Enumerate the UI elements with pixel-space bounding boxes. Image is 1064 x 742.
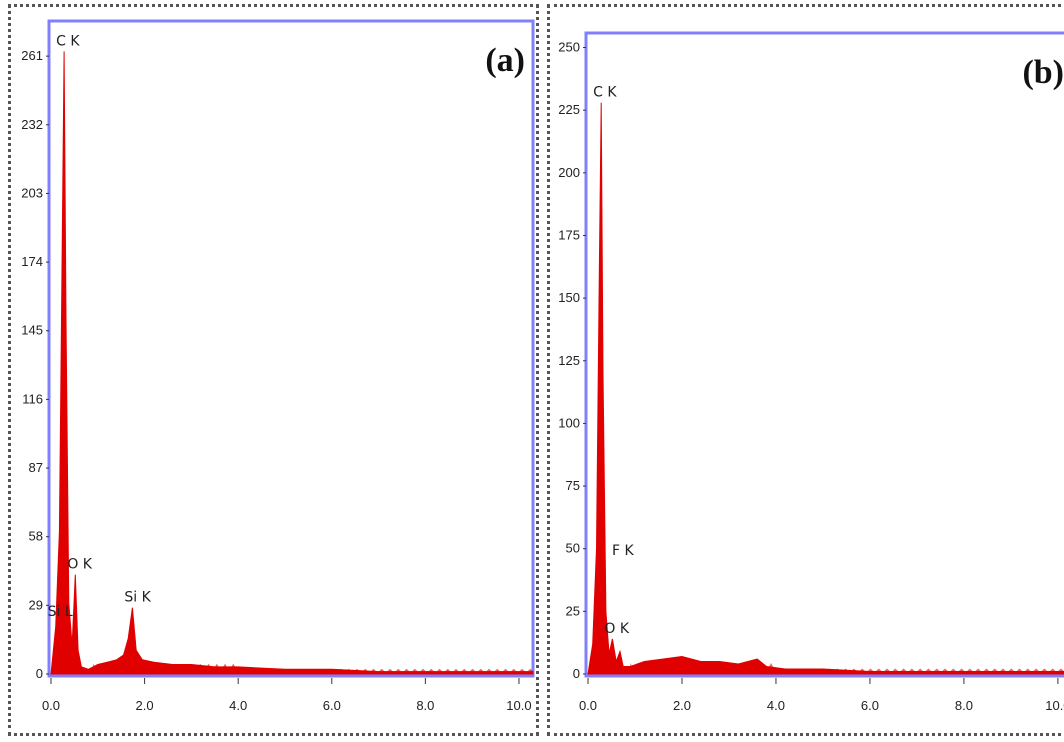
x-tick-label: 2.0 bbox=[136, 698, 154, 713]
peak-label: F K bbox=[612, 543, 635, 559]
chart-b-svg: 0 25 50 75 100 125 150 175 200 225 250 0.0 2.0 4.0 6.0… bbox=[558, 31, 1064, 713]
y-tick-label: 0 bbox=[36, 666, 43, 681]
plot-frame bbox=[584, 31, 1064, 678]
y-tick-label: 50 bbox=[566, 541, 580, 556]
panel-label-b: (b) bbox=[1022, 54, 1064, 91]
chart-panel-a: 0 29 58 87 116 145 174 203 232 261 0.0 2.0 4.0 6.0 8.0… bbox=[8, 4, 539, 736]
x-tick-label: 2.0 bbox=[673, 698, 691, 713]
y-tick-label: 200 bbox=[558, 165, 580, 180]
y-tick-label: 116 bbox=[22, 391, 43, 406]
x-tick-label: 6.0 bbox=[861, 698, 879, 713]
y-tick-label: 261 bbox=[21, 48, 43, 63]
spectrum-area bbox=[587, 102, 1064, 675]
y-tick-label: 125 bbox=[558, 353, 580, 368]
peak-label: O K bbox=[604, 621, 629, 637]
x-tick-label: 8.0 bbox=[416, 698, 434, 713]
y-tick-label: 232 bbox=[21, 117, 43, 132]
y-tick-label: 203 bbox=[21, 185, 43, 200]
y-tick-label: 250 bbox=[558, 40, 580, 55]
peak-label: C K bbox=[56, 33, 80, 49]
x-tick-label: 4.0 bbox=[229, 698, 247, 713]
x-tick-label: 10.0 bbox=[1045, 698, 1064, 713]
x-tick-label: 4.0 bbox=[767, 698, 785, 713]
peak-label: C K bbox=[593, 85, 617, 101]
y-tick-label: 174 bbox=[21, 254, 43, 269]
y-tick-label: 100 bbox=[558, 415, 580, 430]
x-tick-label: 0.0 bbox=[579, 698, 597, 713]
y-tick-label: 175 bbox=[558, 227, 580, 242]
x-tick-label: 0.0 bbox=[42, 698, 60, 713]
x-tick-label: 10.0 bbox=[506, 698, 531, 713]
y-tick-label: 145 bbox=[21, 323, 43, 338]
y-tick-label: 150 bbox=[558, 290, 580, 305]
chart-a-svg: 0 29 58 87 116 145 174 203 232 261 0.0 2.0 4.0 6.0 8.0… bbox=[21, 19, 535, 713]
y-tick-label: 29 bbox=[29, 597, 43, 612]
y-tick-label: 25 bbox=[566, 603, 580, 618]
x-tick-label: 8.0 bbox=[955, 698, 973, 713]
peak-label: Si K bbox=[124, 590, 151, 606]
y-tick-label: 58 bbox=[29, 529, 43, 544]
y-tick-label: 87 bbox=[29, 460, 43, 475]
plot-frame bbox=[47, 19, 535, 678]
x-tick-label: 6.0 bbox=[323, 698, 341, 713]
y-tick-label: 225 bbox=[558, 102, 580, 117]
y-tick-label: 0 bbox=[573, 666, 580, 681]
peak-label: Si L bbox=[48, 604, 73, 620]
chart-panel-b: 0 25 50 75 100 125 150 175 200 225 250 0.0 2.0 4.0 6.0… bbox=[547, 4, 1064, 736]
spectrum-area bbox=[50, 51, 534, 675]
panel-label-a: (a) bbox=[485, 42, 525, 79]
peak-label: O K bbox=[67, 557, 92, 573]
y-tick-label: 75 bbox=[566, 478, 580, 493]
